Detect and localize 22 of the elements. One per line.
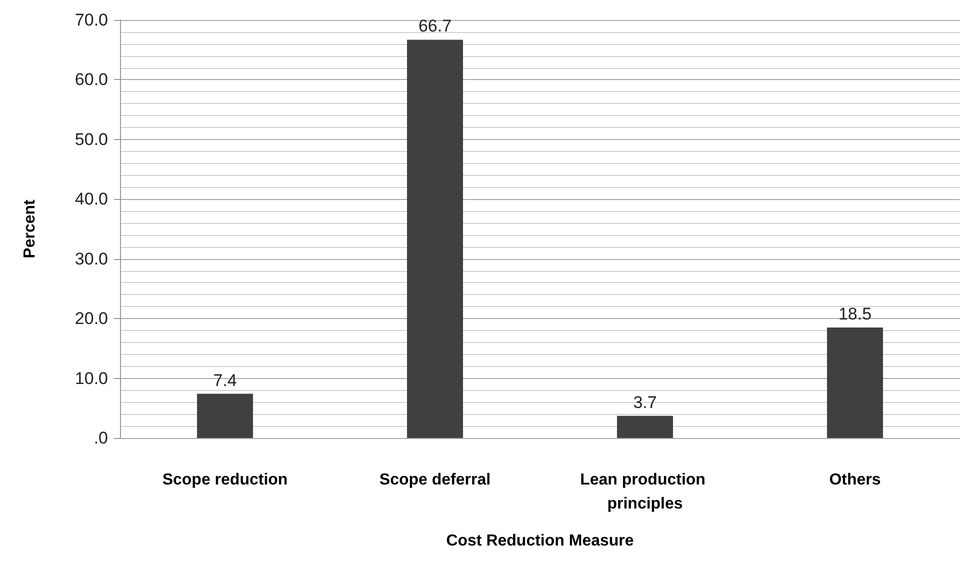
bar bbox=[617, 416, 673, 438]
x-tick-label: Lean production principles bbox=[580, 472, 710, 512]
y-tick-label: 20.0 bbox=[74, 309, 108, 328]
y-tick-label: 60.0 bbox=[74, 70, 108, 90]
x-tick-label: Scope reduction bbox=[162, 472, 288, 488]
bar bbox=[197, 394, 253, 438]
y-tick-label: 70.0 bbox=[74, 10, 108, 30]
x-tick-label: Others bbox=[829, 472, 881, 488]
data-label: 3.7 bbox=[633, 392, 657, 412]
bar bbox=[407, 40, 463, 438]
data-label: 18.5 bbox=[838, 304, 872, 324]
y-tick-label: 30.0 bbox=[74, 249, 108, 268]
y-tick-label: 10.0 bbox=[74, 368, 108, 388]
y-tick-label: 50.0 bbox=[74, 130, 108, 149]
y-tick-label: .0 bbox=[94, 428, 108, 448]
x-axis-title: Cost Reduction Measure bbox=[446, 532, 634, 550]
x-tick-label: Scope deferral bbox=[379, 472, 491, 488]
data-label: 66.7 bbox=[418, 16, 452, 36]
bar bbox=[827, 328, 883, 438]
y-tick-label: 40.0 bbox=[74, 190, 108, 209]
data-label: 7.4 bbox=[213, 370, 237, 390]
y-axis-title: Percent bbox=[22, 198, 38, 258]
